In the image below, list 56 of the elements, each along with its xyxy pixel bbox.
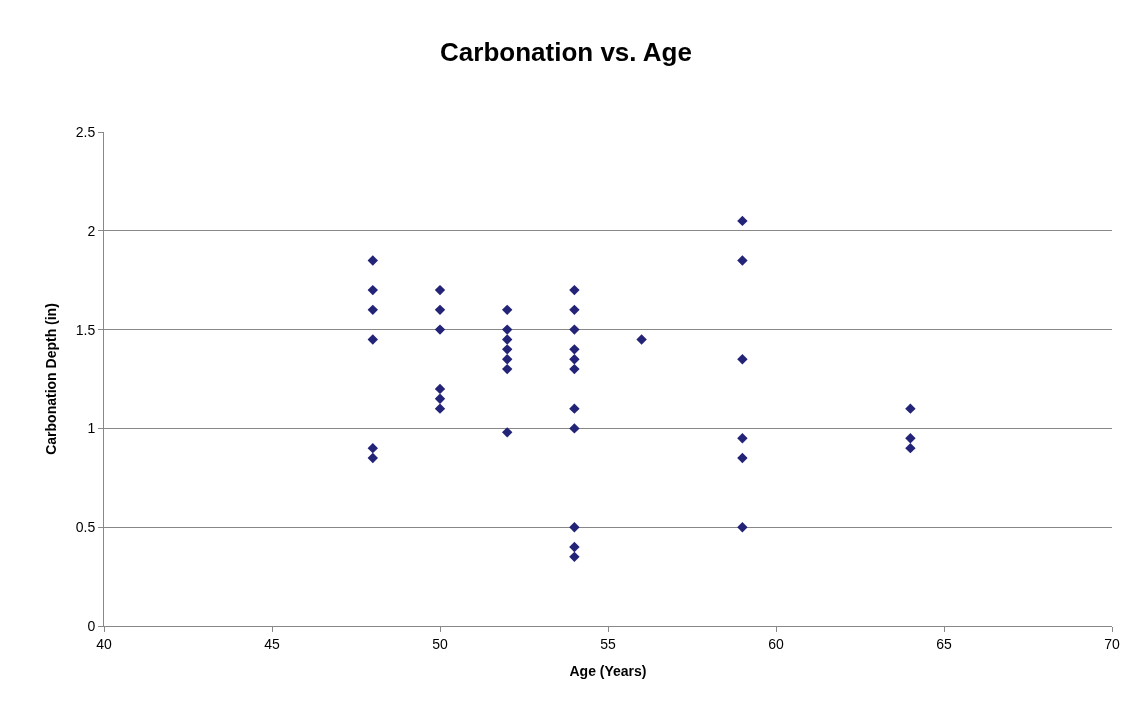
- point: [737, 215, 748, 227]
- point: [737, 522, 748, 533]
- point: [367, 255, 378, 266]
- point: [569, 363, 580, 375]
- point: [569, 354, 580, 365]
- x-tick-label: 60: [768, 635, 784, 652]
- x-axis-title: Age (Years): [569, 663, 647, 680]
- point: [737, 255, 748, 266]
- y-tick-label: 2.5: [75, 123, 96, 140]
- point: [434, 304, 446, 316]
- x-tick-label: 50: [432, 635, 448, 652]
- point: [367, 304, 378, 316]
- point: [905, 403, 916, 414]
- point: [502, 363, 513, 375]
- point: [434, 324, 446, 335]
- point: [905, 442, 916, 454]
- point: [502, 304, 513, 316]
- point: [367, 284, 378, 296]
- y-tick-label: 2: [87, 222, 96, 239]
- point: [502, 427, 513, 438]
- point: [737, 452, 748, 464]
- point: [367, 442, 378, 454]
- y-tick-label: 1.5: [75, 321, 96, 338]
- point: [367, 452, 378, 464]
- point: [569, 522, 580, 533]
- point: [502, 324, 513, 335]
- point: [569, 284, 580, 296]
- point: [737, 433, 748, 444]
- point: [434, 403, 446, 414]
- x-tick-label: 40: [96, 635, 112, 652]
- point: [569, 344, 580, 355]
- chart-title: Carbonation vs. Age: [440, 37, 692, 68]
- x-tick-label: 65: [936, 635, 952, 652]
- point: [569, 541, 580, 553]
- point: [569, 423, 580, 434]
- x-tick-label: 55: [600, 635, 616, 652]
- y-tick-label: 0.5: [75, 519, 96, 536]
- point: [502, 344, 513, 355]
- point: [636, 334, 647, 345]
- point: [502, 354, 513, 365]
- point: [569, 304, 580, 316]
- y-tick-label: 0: [87, 617, 96, 634]
- point: [905, 433, 916, 444]
- point: [434, 383, 446, 395]
- x-tick-label: 45: [264, 635, 280, 652]
- y-axis-title: Carbonation Depth (in): [43, 303, 60, 455]
- point: [569, 324, 580, 335]
- y-tick-label: 1: [87, 420, 96, 437]
- point: [569, 403, 580, 414]
- point: [737, 354, 748, 365]
- point: [434, 284, 446, 296]
- point: [502, 334, 513, 345]
- x-tick-label: 70: [1104, 635, 1120, 652]
- point: [569, 551, 580, 563]
- point: [434, 393, 446, 404]
- point: [367, 334, 378, 345]
